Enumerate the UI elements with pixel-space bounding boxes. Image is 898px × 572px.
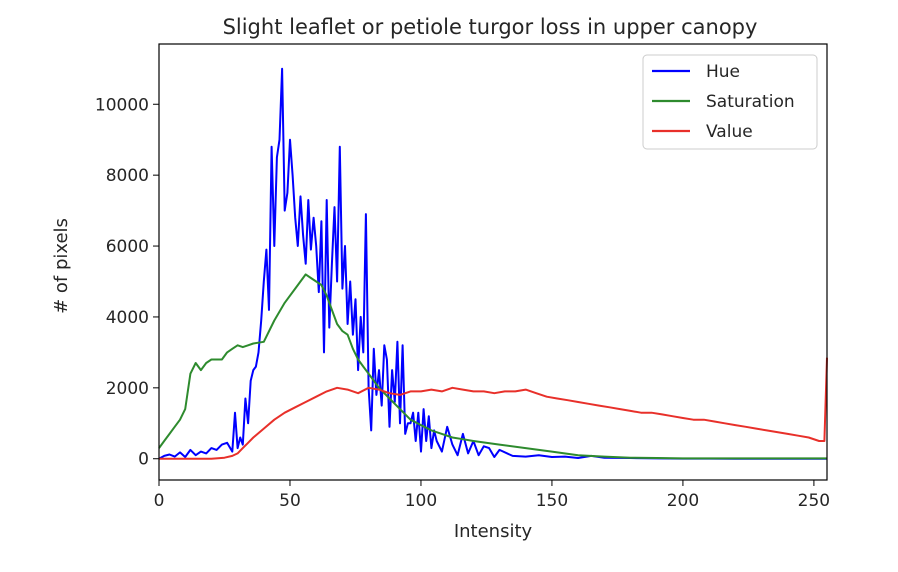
y-tick-label: 2000	[106, 379, 149, 399]
y-axis-label: # of pixels	[51, 218, 72, 314]
chart-title: Slight leaflet or petiole turgor loss in…	[223, 15, 758, 39]
legend-label-saturation: Saturation	[706, 92, 795, 112]
x-tick-label: 250	[798, 491, 830, 511]
legend-frame	[642, 54, 818, 150]
series-group	[158, 67, 828, 460]
y-tick-label: 10000	[95, 95, 149, 115]
legend-label-hue: Hue	[706, 62, 740, 82]
y-tick-label: 0	[138, 450, 149, 470]
y-axis: 0 2000 4000 6000 8000 10000	[95, 95, 159, 470]
legend-label-value: Value	[706, 122, 753, 142]
y-tick-label: 6000	[106, 237, 149, 257]
y-tick-label: 8000	[106, 166, 149, 186]
series-line-value	[159, 357, 828, 460]
series-line-hue	[158, 67, 827, 460]
x-tick-label: 200	[667, 491, 699, 511]
y-tick-label: 4000	[106, 308, 149, 328]
x-tick-label: 50	[279, 491, 301, 511]
series-line-saturation	[158, 273, 827, 460]
x-axis-label: Intensity	[454, 521, 533, 542]
x-tick-label: 100	[405, 491, 437, 511]
x-tick-label: 0	[154, 491, 165, 511]
x-tick-label: 150	[536, 491, 568, 511]
plot-frame	[158, 43, 828, 481]
legend: Hue Saturation Value	[642, 54, 818, 150]
x-axis: 0 50 100 150 200 250	[154, 480, 830, 511]
